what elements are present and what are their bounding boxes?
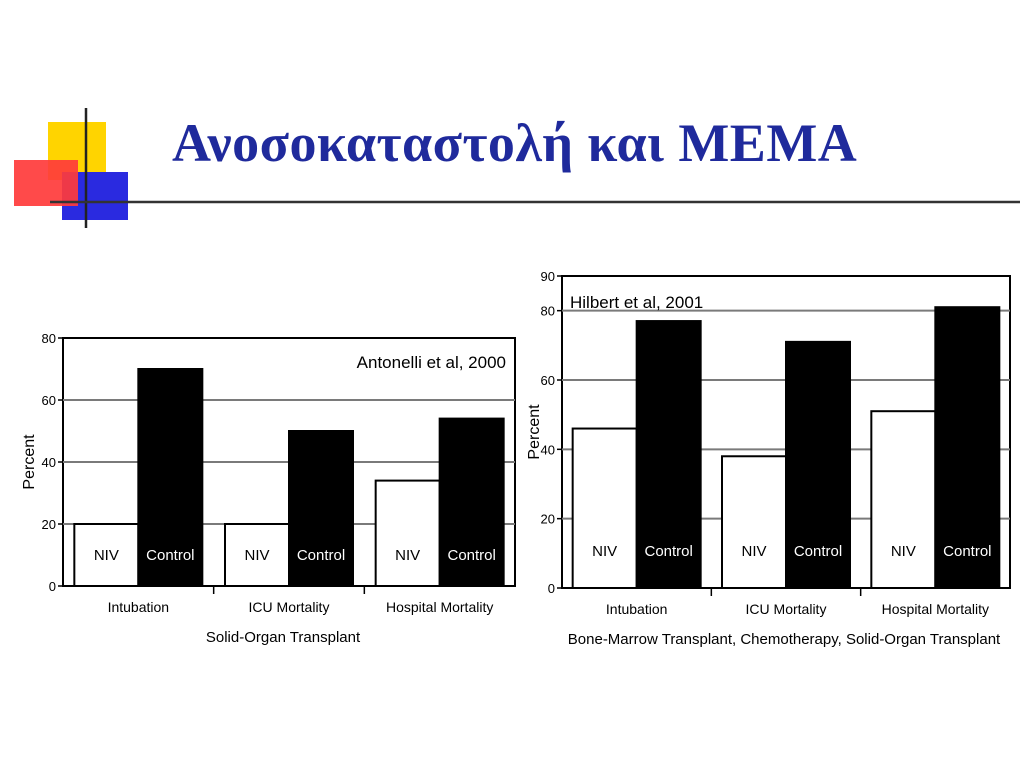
bar-control-2 bbox=[288, 430, 354, 587]
y-tick-label: 80 bbox=[541, 304, 555, 319]
bar-label-niv: NIV bbox=[94, 547, 119, 564]
y-tick-label: 0 bbox=[49, 579, 56, 594]
y-axis-label: Percent bbox=[21, 434, 38, 490]
y-tick-label: 0 bbox=[548, 581, 555, 596]
bar-control-2 bbox=[785, 340, 851, 589]
slide-title: Ανοσοκαταστολή και ΜΕΜΑ bbox=[172, 113, 858, 173]
y-tick-label: 60 bbox=[42, 393, 56, 408]
bar-control-3 bbox=[934, 306, 1001, 589]
bar-label-control: Control bbox=[146, 547, 194, 564]
bar-label-control: Control bbox=[297, 547, 345, 564]
title-decoration bbox=[14, 108, 1020, 228]
bar-label-niv: NIV bbox=[244, 547, 269, 564]
bar-label-niv: NIV bbox=[592, 543, 617, 560]
chart-hilbert-2001: 0 20 40 60 80 90 Percent Hilbert et al, 2001 NIV… bbox=[526, 269, 1011, 648]
x-tick-label: ICU Mortality bbox=[249, 599, 330, 615]
bar-control-1 bbox=[635, 320, 702, 589]
bar-label-niv: NIV bbox=[395, 547, 420, 564]
study-annotation: Antonelli et al, 2000 bbox=[357, 353, 506, 372]
bar-niv-3 bbox=[374, 479, 441, 588]
bar-control-3 bbox=[438, 417, 505, 587]
bar-niv-1 bbox=[571, 427, 638, 589]
bar-niv-1 bbox=[73, 523, 140, 587]
study-annotation: Hilbert et al, 2001 bbox=[570, 293, 703, 312]
x-tick-label: Hospital Mortality bbox=[386, 599, 493, 615]
x-tick-label: Intubation bbox=[606, 601, 668, 617]
y-tick-label: 60 bbox=[541, 373, 555, 388]
bar-control-1 bbox=[137, 368, 204, 587]
x-tick-label: Hospital Mortality bbox=[882, 601, 989, 617]
chart-antonelli-2000: 0 20 40 60 80 Percent Antonelli et al, 2000 NIV… bbox=[21, 331, 516, 646]
y-tick-label: 80 bbox=[42, 331, 56, 346]
bar-niv-3 bbox=[870, 410, 937, 589]
bar-label-niv: NIV bbox=[891, 543, 916, 560]
decor-red-square bbox=[14, 160, 78, 206]
bar-niv-2 bbox=[721, 455, 787, 589]
bar-label-control: Control bbox=[943, 543, 991, 560]
x-tick-label: Intubation bbox=[108, 599, 170, 615]
y-axis-label: Percent bbox=[526, 404, 543, 460]
bar-label-niv: NIV bbox=[741, 543, 766, 560]
x-tick-label: ICU Mortality bbox=[746, 601, 827, 617]
y-tick-label: 20 bbox=[541, 512, 555, 527]
y-tick-label: 40 bbox=[541, 442, 555, 457]
x-axis-label: Solid-Organ Transplant bbox=[206, 629, 361, 646]
bar-label-control: Control bbox=[644, 543, 692, 560]
y-tick-label: 90 bbox=[541, 269, 555, 284]
bar-label-control: Control bbox=[794, 543, 842, 560]
x-axis-label: Bone-Marrow Transplant, Chemotherapy, So… bbox=[568, 631, 1001, 648]
bar-label-control: Control bbox=[447, 547, 495, 564]
y-tick-label: 20 bbox=[42, 517, 56, 532]
y-tick-label: 40 bbox=[42, 455, 56, 470]
